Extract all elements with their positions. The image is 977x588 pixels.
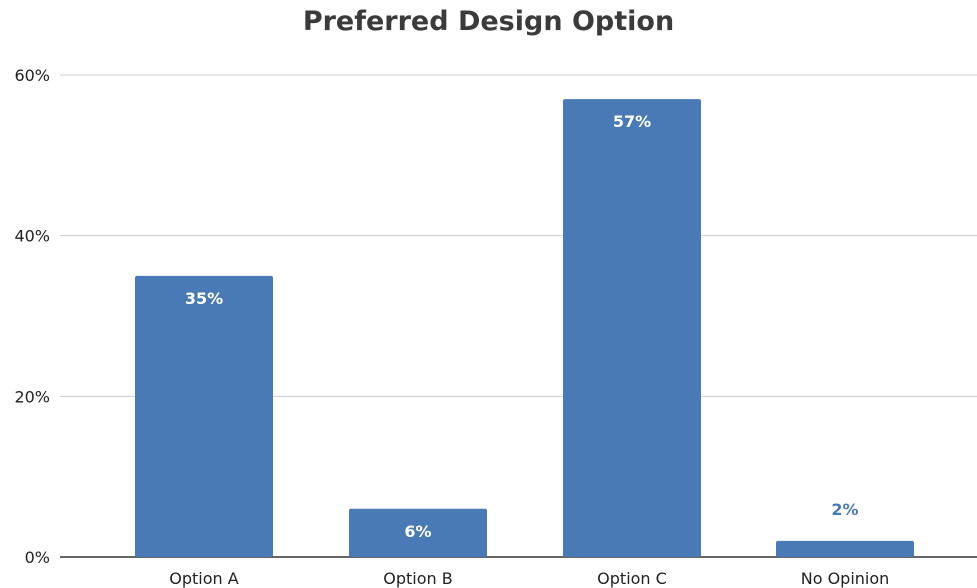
y-tick-label: 0%	[25, 548, 50, 567]
y-tick-label: 40%	[14, 227, 50, 246]
bar	[563, 99, 701, 557]
category-label: Option C	[597, 569, 667, 588]
data-label: 2%	[831, 500, 858, 519]
bar	[349, 508, 487, 557]
data-label: 57%	[613, 112, 651, 131]
bar	[135, 275, 273, 557]
data-label: 35%	[185, 289, 223, 308]
label-layer: 0% 20% 40% 60% 35% Option A 6% Option B 57% Optio…	[14, 66, 889, 588]
data-label: 6%	[404, 522, 431, 541]
category-label: Option B	[383, 569, 452, 588]
y-tick-label: 60%	[14, 66, 50, 85]
bar	[776, 540, 914, 557]
category-label: No Opinion	[801, 569, 890, 588]
bar-layer	[135, 99, 914, 557]
category-label: Option A	[169, 569, 238, 588]
y-tick-label: 20%	[14, 387, 50, 406]
chart-title: Preferred Design Option	[302, 6, 675, 37]
